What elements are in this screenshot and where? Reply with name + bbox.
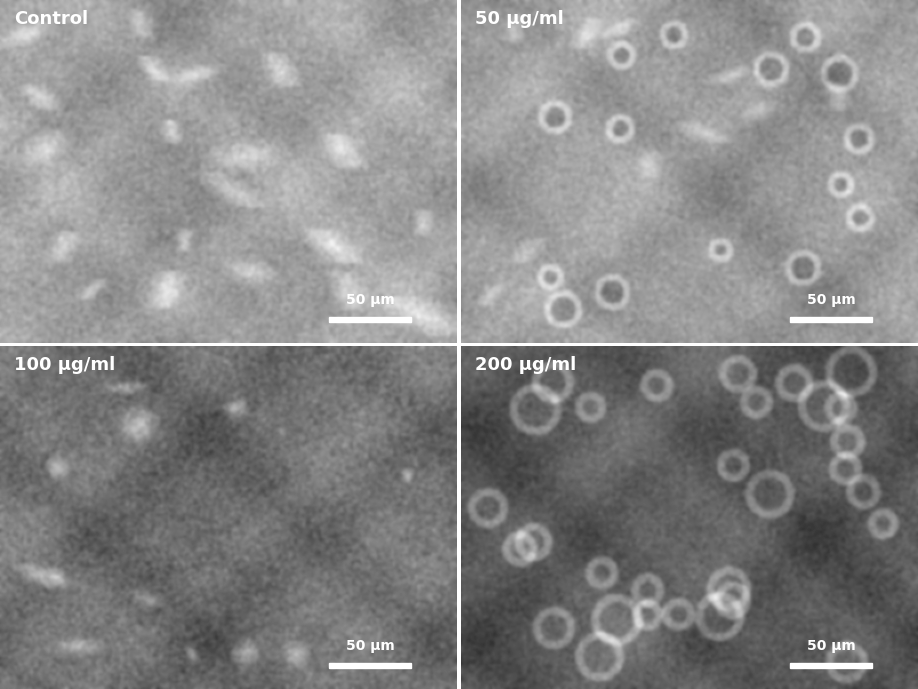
Text: 50 μm: 50 μm <box>345 293 395 307</box>
Text: 50 μm: 50 μm <box>807 639 856 653</box>
Text: 200 μg/ml: 200 μg/ml <box>475 356 577 375</box>
Text: 50 μg/ml: 50 μg/ml <box>475 10 564 28</box>
Text: 50 μm: 50 μm <box>345 639 395 653</box>
FancyBboxPatch shape <box>790 317 872 322</box>
Text: 50 μm: 50 μm <box>807 293 856 307</box>
FancyBboxPatch shape <box>790 664 872 668</box>
Text: 100 μg/ml: 100 μg/ml <box>14 356 115 375</box>
Text: Control: Control <box>14 10 88 28</box>
FancyBboxPatch shape <box>329 664 411 668</box>
FancyBboxPatch shape <box>329 317 411 322</box>
